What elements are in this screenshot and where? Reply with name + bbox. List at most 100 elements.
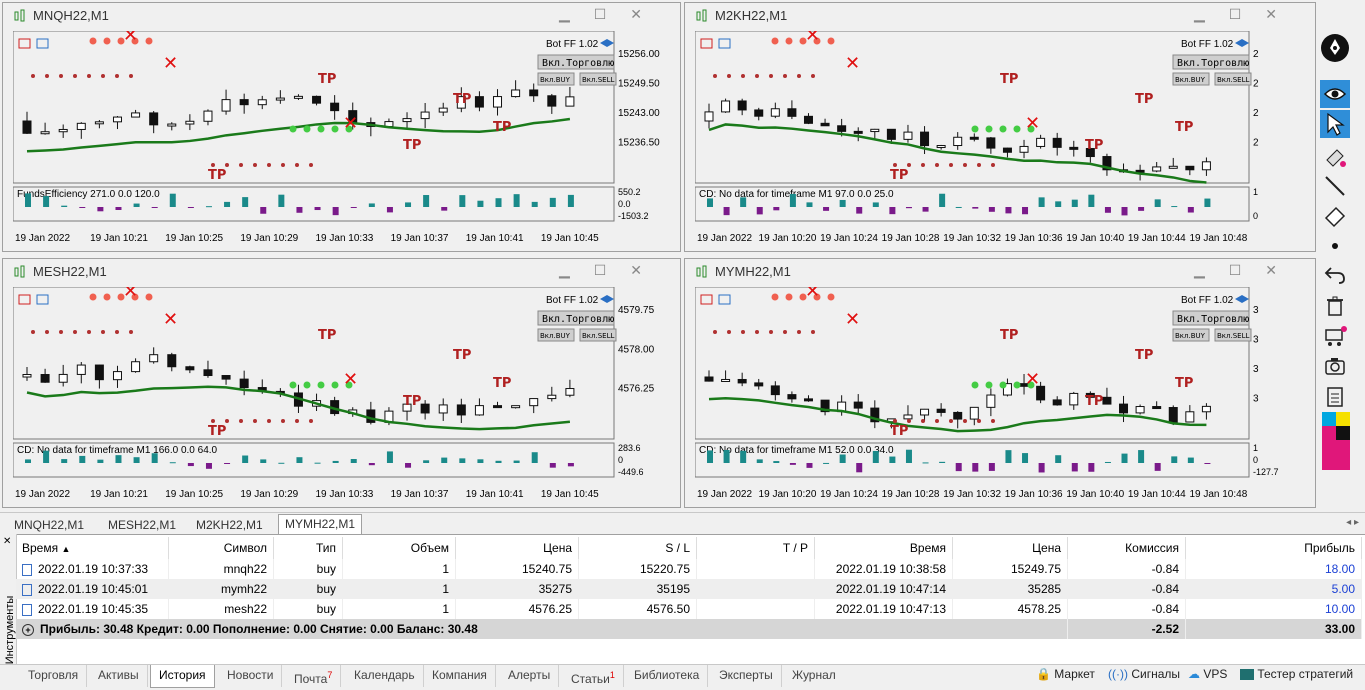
table-row[interactable]: 2022.01.19 10:37:33 mnqh22 buy 1 15240.7… bbox=[16, 559, 1362, 579]
take-profit-label: TP bbox=[1175, 376, 1193, 391]
tab-experts[interactable]: Эксперты bbox=[711, 665, 782, 687]
chart-tab-active[interactable]: MYMH22,M1 bbox=[278, 514, 363, 535]
summary-text: Прибыль: 30.48 Кредит: 0.00 Пополнение: … bbox=[40, 622, 478, 636]
buy-toggle-label: Вкл.BUY bbox=[1175, 332, 1206, 340]
window-titlebar[interactable]: M2KH22,M1 ▁☐✕ bbox=[685, 3, 1315, 29]
chart-tab[interactable]: MNQH22,M1 bbox=[14, 518, 85, 532]
table-row[interactable]: 2022.01.19 10:45:35 mesh22 buy 1 4576.25… bbox=[16, 599, 1362, 619]
cell-time: 2022.01.19 10:45:35 bbox=[38, 602, 149, 616]
candle bbox=[787, 394, 797, 400]
trash-icon[interactable] bbox=[1320, 292, 1350, 320]
close-marker-icon: ✕ bbox=[1025, 113, 1040, 134]
indicator-bar bbox=[1187, 207, 1194, 213]
indicator-bar bbox=[260, 459, 267, 463]
col-header-sl[interactable]: S / L bbox=[578, 537, 697, 559]
vps-button[interactable]: ☁ VPS bbox=[1188, 667, 1227, 681]
table-row[interactable]: 2022.01.19 10:45:01 mymh22 buy 1 35275 3… bbox=[16, 579, 1362, 599]
price-tick-label: 3 bbox=[1253, 364, 1259, 375]
take-profit-label: TP bbox=[1135, 348, 1153, 363]
level-dot bbox=[59, 330, 63, 334]
chart-window-mesh22[interactable]: MESH22,M1 ▁☐✕ ✕ ✕ ✕ TP TP TP TP TP Bot FF 1.02 Вк… bbox=[2, 258, 681, 508]
level-dot bbox=[713, 330, 717, 334]
indicator-bar bbox=[1154, 463, 1161, 471]
moving-average-line bbox=[708, 397, 1207, 433]
cursor-icon[interactable] bbox=[1320, 110, 1350, 138]
window-titlebar[interactable]: MESH22,M1 ▁☐✕ bbox=[3, 259, 680, 285]
pen-tool-icon[interactable] bbox=[1320, 34, 1350, 62]
candle bbox=[1185, 165, 1195, 171]
col-header-symbol[interactable]: Символ bbox=[168, 537, 274, 559]
col-header-close-time[interactable]: Время bbox=[814, 537, 953, 559]
eraser-icon[interactable] bbox=[1320, 142, 1350, 170]
tab-scroll-arrows[interactable]: ◂ ▸ bbox=[1346, 517, 1359, 528]
undo-icon[interactable] bbox=[1320, 260, 1350, 288]
chart-window-mymh22[interactable]: MYMH22,M1 ▁☐✕ ✕ ✕ ✕ TP TP TP TP TP Bot FF 1.02 Вк… bbox=[684, 258, 1316, 508]
price-chart[interactable]: ✕ ✕ ✕ TP TP TP TP TP Bot FF 1.02 Вкл.Торговлю Вкл.… bbox=[695, 31, 1305, 243]
cart-icon[interactable] bbox=[1320, 322, 1350, 350]
candle bbox=[456, 404, 466, 416]
price-chart[interactable]: ✕ ✕ ✕ TP TP TP TP TP Bot FF 1.02 Вкл.Торговлю Вкл.… bbox=[13, 31, 670, 243]
chart-window-m2kh22[interactable]: M2KH22,M1 ▁☐✕ ✕ ✕ ✕ TP TP TP TP TP Bot FF 1.02 Вк… bbox=[684, 2, 1316, 252]
tab-calendar[interactable]: Календарь bbox=[346, 665, 424, 687]
chart-window-mnqh22[interactable]: MNQH22,M1 ▁☐✕ ✕ ✕ ✕ TP TP TP TP TP Bot FF 1.02 Вк… bbox=[2, 2, 681, 252]
strategy-tester-button[interactable]: Тестер стратегий bbox=[1240, 667, 1353, 681]
window-titlebar[interactable]: MNQH22,M1 ▁☐✕ bbox=[3, 3, 680, 29]
window-controls[interactable]: ▁☐✕ bbox=[558, 6, 666, 22]
window-controls[interactable]: ▁☐✕ bbox=[1193, 6, 1301, 22]
tab-library[interactable]: Библиотека bbox=[626, 665, 709, 687]
tab-mail[interactable]: Почта7 bbox=[286, 665, 342, 687]
eraser-tool-icon[interactable] bbox=[1320, 202, 1350, 230]
candle bbox=[903, 414, 913, 420]
market-button[interactable]: 🔒 Маркет bbox=[1036, 667, 1095, 681]
expand-icon[interactable]: + bbox=[22, 624, 34, 636]
chart-tab[interactable]: MESH22,M1 bbox=[108, 518, 177, 532]
col-header-type[interactable]: Тип bbox=[273, 537, 343, 559]
tab-trade[interactable]: Торговля bbox=[20, 665, 88, 687]
col-header-tp[interactable]: T / P bbox=[696, 537, 815, 559]
tab-articles[interactable]: Статьи1 bbox=[563, 665, 624, 687]
tab-assets[interactable]: Активы bbox=[90, 665, 148, 687]
indicator-bar bbox=[756, 207, 763, 215]
eye-icon[interactable] bbox=[1320, 80, 1350, 108]
col-header-price[interactable]: Цена bbox=[455, 537, 579, 559]
price-chart[interactable]: ✕ ✕ ✕ TP TP TP TP TP Bot FF 1.02 Вкл.Торговлю Вкл.… bbox=[695, 287, 1305, 499]
level-dot bbox=[31, 74, 35, 78]
level-dot bbox=[921, 163, 925, 167]
chart-tab[interactable]: M2KH22,M1 bbox=[196, 518, 263, 532]
window-controls[interactable]: ▁☐✕ bbox=[1193, 262, 1301, 278]
col-header-time[interactable]: Время ▲ bbox=[16, 537, 169, 559]
color-palette-icon[interactable] bbox=[1322, 412, 1350, 470]
clipboard-icon[interactable] bbox=[1320, 382, 1350, 410]
indicator-bar bbox=[1055, 201, 1062, 207]
window-titlebar[interactable]: MYMH22,M1 ▁☐✕ bbox=[685, 259, 1315, 285]
tab-news[interactable]: Новости bbox=[219, 665, 283, 687]
tab-journal[interactable]: Журнал bbox=[792, 668, 836, 682]
col-header-volume[interactable]: Объем bbox=[342, 537, 456, 559]
signal-dot bbox=[103, 293, 111, 301]
col-header-close-price[interactable]: Цена bbox=[952, 537, 1068, 559]
indicator-scale-label: 283.6 bbox=[618, 443, 641, 453]
level-dot bbox=[949, 419, 953, 423]
tab-company[interactable]: Компания bbox=[424, 665, 496, 687]
indicator-bar bbox=[513, 194, 520, 207]
main-plot-area bbox=[695, 31, 1250, 184]
col-header-profit[interactable]: Прибыль bbox=[1185, 537, 1362, 559]
tab-alerts[interactable]: Алерты bbox=[500, 665, 560, 687]
dot-icon[interactable] bbox=[1320, 232, 1350, 260]
col-header-commission[interactable]: Комиссия bbox=[1067, 537, 1186, 559]
chart-window-icon bbox=[13, 265, 27, 282]
price-chart[interactable]: ✕ ✕ ✕ TP TP TP TP TP Bot FF 1.02 Вкл.Торговлю Вкл.… bbox=[13, 287, 670, 499]
tab-mail-label: Почта bbox=[294, 672, 328, 686]
camera-icon[interactable] bbox=[1320, 352, 1350, 380]
window-controls[interactable]: ▁☐✕ bbox=[558, 262, 666, 278]
close-icon[interactable]: ✕ bbox=[3, 536, 12, 547]
level-dot bbox=[239, 163, 243, 167]
indicator-bar bbox=[224, 201, 231, 207]
level-dot bbox=[31, 330, 35, 334]
signals-button[interactable]: ((·)) Сигналы bbox=[1108, 667, 1180, 681]
line-tool-icon[interactable] bbox=[1320, 172, 1350, 200]
indicator-bar bbox=[823, 207, 830, 211]
level-dot bbox=[239, 419, 243, 423]
tab-history[interactable]: История bbox=[150, 665, 215, 688]
bot-label: Bot FF 1.02 bbox=[546, 295, 599, 306]
